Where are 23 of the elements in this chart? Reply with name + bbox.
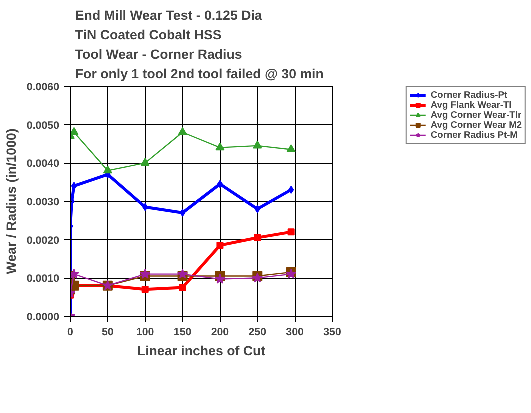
legend-label: Avg Flank Wear-Tl [430, 100, 512, 110]
y-tick-label: 0.0030 [26, 196, 60, 208]
y-tick-label: 0.0050 [26, 120, 60, 132]
y-axis-title: Wear / Radius (in/1000) [4, 128, 19, 274]
y-tick-label: 0.0040 [26, 158, 60, 170]
x-tick-label: 250 [248, 326, 267, 338]
x-tick-label: 0 [68, 326, 74, 338]
y-tick-label: 0.0010 [26, 273, 60, 286]
x-tick-label: 50 [102, 326, 114, 338]
x-tick-label: 100 [136, 326, 154, 338]
legend-label: Avg Corner Wear M2 [430, 120, 522, 130]
y-tick-label: 0.0060 [26, 82, 60, 94]
legend-label: Avg Corner Wear-Tlr [430, 110, 522, 120]
x-tick-label: 300 [286, 326, 304, 338]
legend-label: Corner Radius-Pt [430, 90, 508, 100]
legend-label: Corner Radius Pt-M [430, 130, 518, 140]
x-tick-label: 150 [174, 326, 192, 338]
y-tick-label: 0.0000 [26, 312, 60, 324]
y-tick-label: 0.0020 [26, 234, 60, 247]
chart-title: End Mill Wear Test - 0.125 Dia TiN Coated Cobalt HSS Tool Wear - Corner Radius For only 1 tool 2nd tool failed @ 30 min [75, 8, 324, 82]
x-tick-label: 200 [211, 326, 230, 338]
x-axis-title: Linear inches of Cut [137, 344, 266, 358]
x-tick-label: 350 [324, 326, 342, 338]
